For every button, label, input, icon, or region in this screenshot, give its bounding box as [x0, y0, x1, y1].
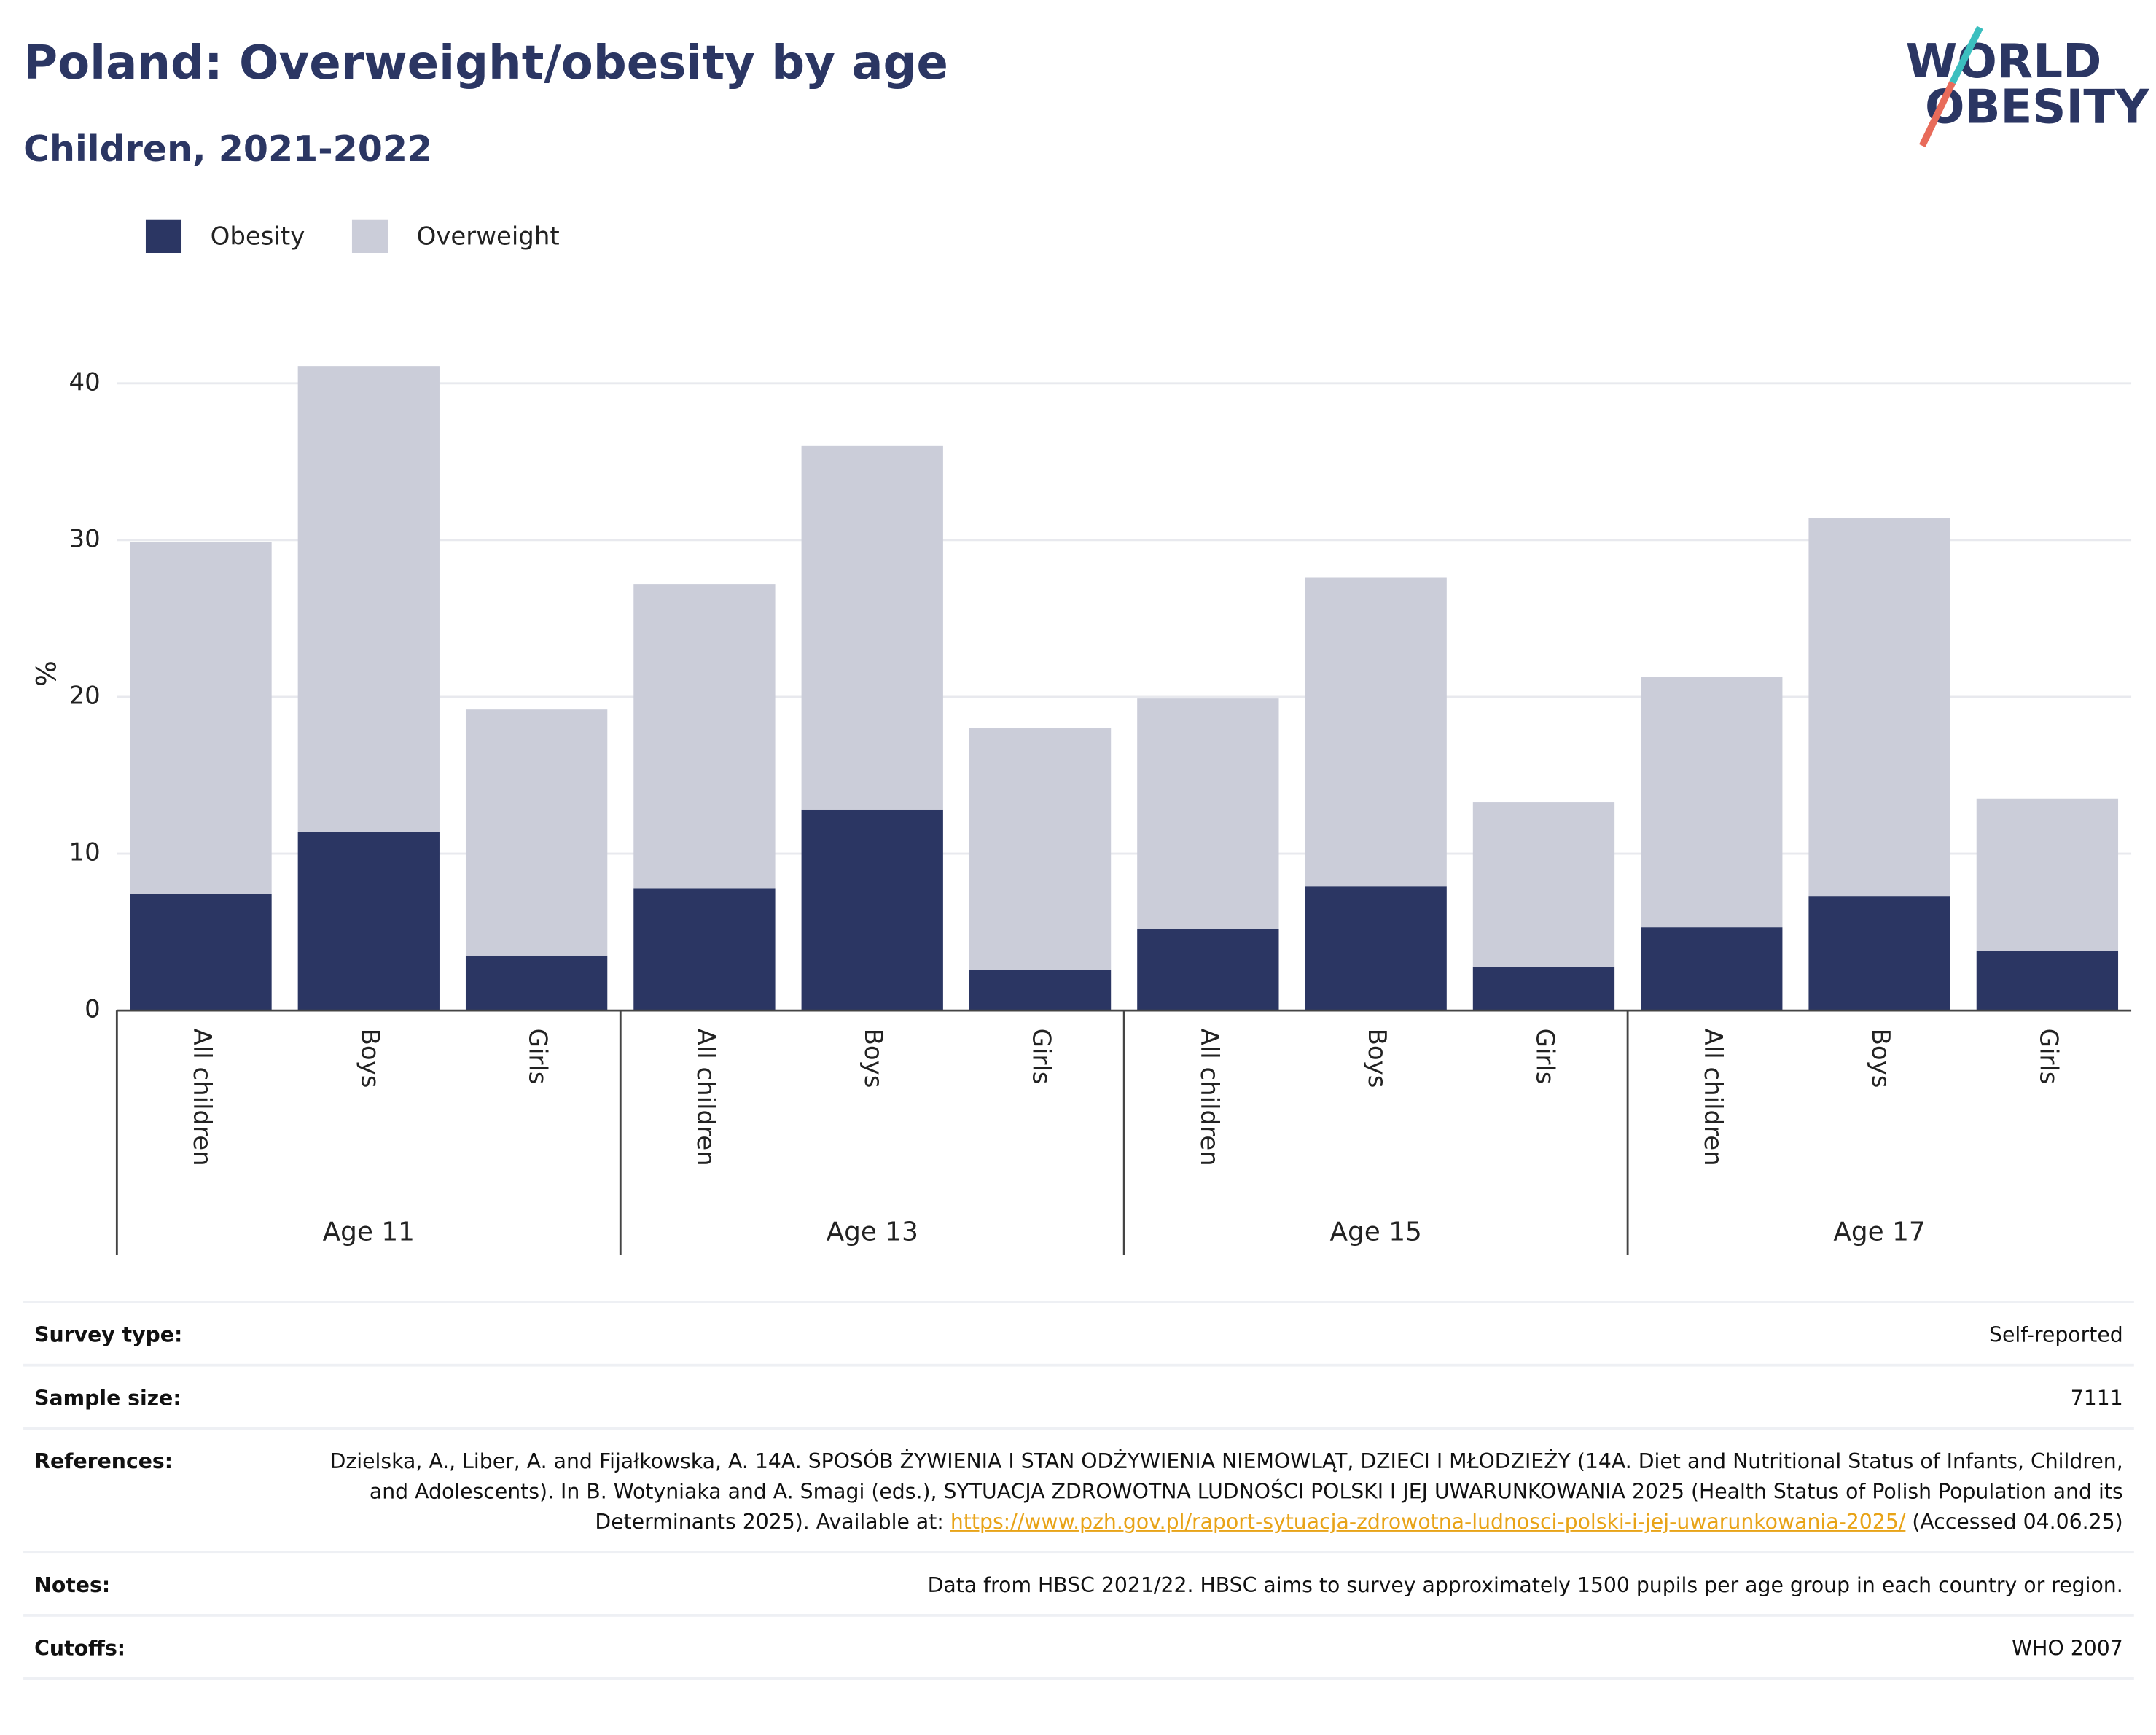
y-tick-label: 20: [69, 681, 101, 710]
group-label: Age 15: [1330, 1217, 1422, 1247]
x-tick-label: Boys: [355, 1029, 384, 1088]
bar-segment: [969, 970, 1112, 1011]
x-tick-label: Girls: [2034, 1029, 2063, 1085]
row-text: Data from HBSC 2021/22. HBSC aims to sur…: [927, 1572, 2123, 1598]
x-tick-label: Girls: [523, 1029, 552, 1085]
bar-segment: [969, 728, 1112, 970]
bar-segment: [633, 888, 776, 1011]
bar-segment: [1305, 577, 1447, 887]
x-tick-label: Boys: [1866, 1029, 1895, 1088]
row-text: WHO 2007: [2012, 1636, 2123, 1661]
row-value: WHO 2007: [309, 1633, 2123, 1663]
chart-title: Poland: Overweight/obesity by age: [23, 36, 948, 90]
table-row: Sample size: 7111: [23, 1363, 2134, 1427]
bar-segment: [1472, 966, 1615, 1011]
y-axis-label: %: [31, 660, 63, 687]
legend-label: Overweight: [417, 222, 560, 252]
table-row: References: Dzielska, A., Liber, A. and F…: [23, 1427, 2134, 1551]
bar-segment: [1641, 927, 1783, 1011]
bar-segment: [130, 542, 272, 894]
logo-slash: [1949, 26, 1983, 85]
bar-segment: [801, 809, 943, 1011]
bar-segment: [465, 955, 608, 1011]
table-row: Notes: Data from HBSC 2021/22. HBSC aims …: [23, 1551, 2134, 1614]
bar-segment: [465, 709, 608, 956]
legend-label: Obesity: [211, 222, 305, 252]
reference-link[interactable]: https://www.pzh.gov.pl/raport-sytuacja-z…: [950, 1509, 1906, 1535]
row-text: Dzielska, A., Liber, A. and Fijałkowska,…: [329, 1449, 2123, 1535]
row-key: Cutoffs:: [34, 1636, 126, 1661]
chart: Poland: Overweight/obesity by age Childr…: [23, 26, 2150, 1255]
bar-segment: [1976, 951, 2119, 1011]
bar-segment: [297, 366, 440, 832]
legend-swatch: [351, 219, 388, 254]
y-tick-label: 40: [69, 367, 101, 397]
bar-segment: [801, 445, 943, 810]
bar-segment: [1976, 798, 2119, 951]
x-tick-label: Girls: [1530, 1029, 1559, 1085]
bar-segment: [1641, 677, 1783, 928]
group-label: Age 13: [827, 1217, 918, 1247]
row-text: (Accessed 04.06.25): [1912, 1509, 2123, 1535]
row-key: Notes:: [34, 1572, 111, 1598]
row-value: Self-reported: [309, 1319, 2123, 1349]
table-row: Cutoffs: WHO 2007: [23, 1614, 2134, 1680]
logo-slash: [1919, 81, 1956, 147]
x-tick-label: All children: [691, 1029, 720, 1166]
bar-segment: [130, 894, 272, 1011]
bar-segment: [1472, 802, 1615, 967]
x-tick-label: Boys: [859, 1029, 888, 1088]
x-tick-label: All children: [1195, 1029, 1224, 1166]
row-value: Dzielska, A., Liber, A. and Fijałkowska,…: [309, 1446, 2123, 1537]
y-tick-label: 10: [69, 838, 101, 868]
bar-segment: [297, 831, 440, 1011]
logo-text: OBESITY: [1925, 79, 2150, 134]
bar-segment: [1137, 929, 1279, 1011]
row-text: 7111: [2070, 1385, 2123, 1411]
x-tick-label: Girls: [1027, 1029, 1056, 1085]
group-label: Age 17: [1833, 1217, 1925, 1247]
bar-segment: [1137, 698, 1279, 929]
x-tick-label: Boys: [1362, 1029, 1391, 1088]
row-key: References:: [34, 1449, 173, 1474]
info-table: Survey type: Self-reported Sample size: 711…: [23, 1301, 2134, 1680]
y-tick-label: 0: [85, 995, 101, 1024]
x-tick-label: All children: [187, 1029, 216, 1166]
bar-segment: [1808, 518, 1950, 897]
chart-subtitle: Children, 2021-2022: [23, 128, 432, 170]
row-value: Data from HBSC 2021/22. HBSC aims to sur…: [309, 1570, 2123, 1600]
logo-text: WORLD: [1906, 34, 2102, 89]
y-tick-label: 30: [69, 524, 101, 553]
row-text: Self-reported: [1989, 1322, 2123, 1348]
x-tick-label: All children: [1698, 1029, 1727, 1166]
bar-segment: [1808, 896, 1950, 1011]
group-label: Age 11: [323, 1217, 415, 1247]
table-row: Survey type: Self-reported: [23, 1301, 2134, 1364]
row-key: Sample size:: [34, 1385, 181, 1411]
bar-segment: [633, 584, 776, 889]
row-key: Survey type:: [34, 1322, 183, 1348]
legend-swatch: [145, 219, 182, 254]
row-value: 7111: [309, 1383, 2123, 1413]
bar-segment: [1305, 886, 1447, 1011]
